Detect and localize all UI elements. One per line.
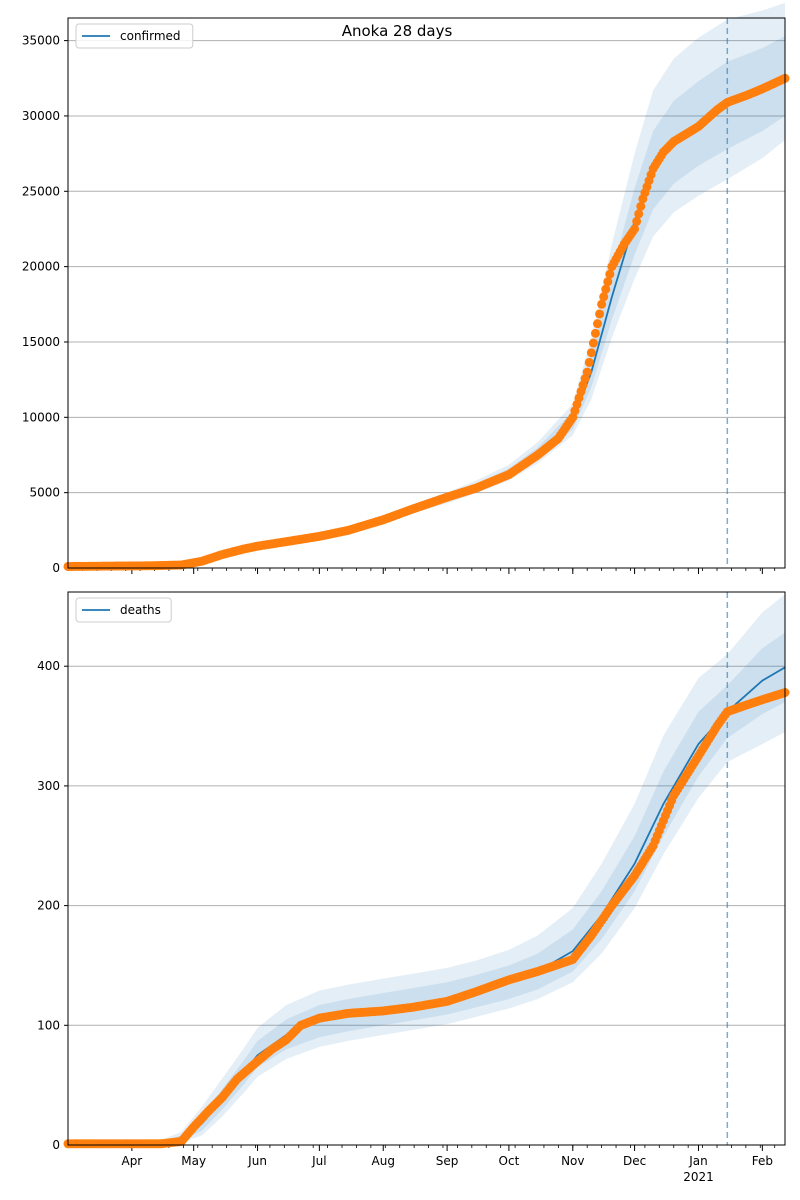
observed-point xyxy=(601,284,611,294)
y-tick-label: 400 xyxy=(37,659,60,673)
observed-point xyxy=(590,328,600,338)
legend: confirmed xyxy=(75,23,194,49)
observed-point xyxy=(595,309,605,319)
x-tick-label: Jan xyxy=(688,1154,708,1168)
observed-point xyxy=(605,269,615,279)
observed-point xyxy=(582,367,592,377)
x-tick-label: Nov xyxy=(561,1154,584,1168)
x-tick-label: Oct xyxy=(499,1154,520,1168)
y-tick-label: 15000 xyxy=(22,335,60,349)
x-tick-label: Jun xyxy=(247,1154,267,1168)
legend: deaths xyxy=(75,597,172,623)
legend-label: deaths xyxy=(120,603,161,617)
observed-point xyxy=(603,277,613,287)
legend-box xyxy=(75,597,172,623)
observed-point xyxy=(588,338,598,348)
x-tick-label: Dec xyxy=(623,1154,646,1168)
x-tick-label: Jul xyxy=(311,1154,326,1168)
y-tick-label: 300 xyxy=(37,779,60,793)
x-year-label: 2021 xyxy=(683,1170,714,1184)
observed-point xyxy=(584,357,594,367)
legend-box xyxy=(75,23,194,49)
y-tick-label: 200 xyxy=(37,899,60,913)
y-tick-label: 30000 xyxy=(22,109,60,123)
confirmed-panel: 0 5000 10000 15000 20000 25000 30000 35000 confi… xyxy=(22,2,790,575)
x-tick-label: Apr xyxy=(121,1154,142,1168)
y-tick-label: 0 xyxy=(52,1138,60,1152)
deaths-panel: 0 100 200 300 400 deaths Apr May Jun Jul Aug Sep Oct… xyxy=(37,591,790,1184)
uncertainty-band xyxy=(68,36,785,568)
axes-frame xyxy=(67,17,786,569)
x-tick-label: Feb xyxy=(752,1154,773,1168)
observed-point xyxy=(586,348,596,358)
uncertainty-band xyxy=(68,632,785,1144)
x-tick-label: Sep xyxy=(436,1154,459,1168)
y-tick-label: 10000 xyxy=(22,410,60,424)
uncertainty-band xyxy=(68,2,785,568)
axes-frame xyxy=(67,591,786,1146)
observed-point xyxy=(599,292,609,302)
x-tick-label: Aug xyxy=(372,1154,395,1168)
y-tick-label: 35000 xyxy=(22,34,60,48)
y-tick-label: 0 xyxy=(52,561,60,575)
y-tick-label: 100 xyxy=(37,1018,60,1032)
observed-point xyxy=(593,319,603,329)
observed-point xyxy=(597,299,607,309)
observed-point xyxy=(630,224,640,234)
x-tick-label: May xyxy=(181,1154,206,1168)
observed-point xyxy=(634,209,644,219)
y-tick-label: 25000 xyxy=(22,184,60,198)
chart-title: Anoka 28 days xyxy=(342,22,453,40)
observed-point xyxy=(636,201,646,211)
legend-label: confirmed xyxy=(120,29,181,43)
observed-point xyxy=(632,216,642,226)
uncertainty-band xyxy=(68,594,785,1144)
y-tick-label: 5000 xyxy=(29,486,60,500)
y-tick-label: 20000 xyxy=(22,260,60,274)
